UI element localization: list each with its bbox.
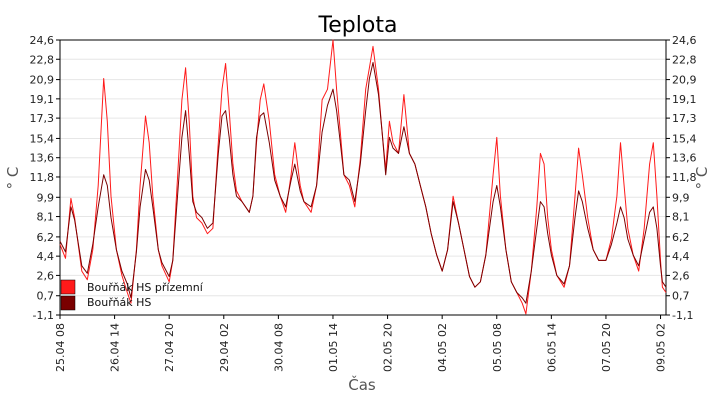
x-tick-label: 05.05 08 bbox=[491, 323, 504, 372]
legend-swatch-series-1 bbox=[60, 279, 76, 295]
y-tick-label-left: 9,9 bbox=[37, 191, 55, 204]
x-tick-label: 06.05 14 bbox=[545, 323, 558, 372]
y-tick-label-left: 11,8 bbox=[30, 171, 55, 184]
y-tick-label-right: 15,4 bbox=[672, 132, 697, 145]
y-tick-label-left: -1,1 bbox=[33, 309, 54, 322]
x-tick-label: 09.05 02 bbox=[655, 323, 668, 372]
y-tick-label-left: 13,6 bbox=[30, 152, 55, 165]
series-line-2 bbox=[59, 62, 667, 304]
y-tick-label-left: 6,2 bbox=[37, 231, 55, 244]
x-tick-label: 25.04 08 bbox=[54, 323, 67, 372]
y-tick-label-right: 17,3 bbox=[672, 112, 697, 125]
y-tick-label-right: 2,6 bbox=[672, 269, 690, 282]
y-tick-label-right: 22,8 bbox=[672, 53, 697, 66]
y-tick-label-right: 4,4 bbox=[672, 250, 690, 263]
y-tick-label-right: 6,2 bbox=[672, 231, 690, 244]
y-tick-label-left: 19,1 bbox=[30, 93, 55, 106]
legend-label-series-2: Bouřňák HS bbox=[87, 296, 151, 309]
chart-title: Teplota bbox=[318, 13, 398, 38]
x-tick-label: 29.04 02 bbox=[218, 323, 231, 372]
y-tick-label-right: 20,9 bbox=[672, 74, 697, 87]
axis-ticks: 24,6 24,6 22,8 22,8 20,9 20,9 19,1 19,1 17,3 17,3… bbox=[30, 34, 697, 372]
x-tick-label: 30.04 08 bbox=[272, 323, 285, 372]
y-tick-label-left: 0,7 bbox=[37, 290, 55, 303]
y-axis-title-right: ° C bbox=[693, 167, 711, 190]
x-tick-label: 26.04 14 bbox=[109, 323, 122, 372]
y-tick-label-right: 0,7 bbox=[672, 290, 690, 303]
x-tick-label: 07.05 20 bbox=[600, 323, 613, 372]
legend-label-series-1: Bouřňák HS přízemní bbox=[87, 281, 204, 294]
y-tick-label-right: 24,6 bbox=[672, 34, 697, 47]
x-axis-title: Čas bbox=[348, 375, 376, 394]
x-tick-label: 27.04 20 bbox=[163, 323, 176, 372]
y-tick-label-right: 11,8 bbox=[672, 171, 697, 184]
y-tick-label-left: 17,3 bbox=[30, 112, 55, 125]
y-tick-label-left: 2,6 bbox=[37, 269, 55, 282]
series-lines bbox=[59, 39, 667, 315]
y-tick-label-right: 8,1 bbox=[672, 211, 690, 224]
y-tick-label-left: 24,6 bbox=[30, 34, 55, 47]
legend-swatch-series-2 bbox=[60, 295, 76, 311]
x-tick-label: 04.05 02 bbox=[436, 323, 449, 372]
legend: Bouřňák HS přízemní Bouřňák HS bbox=[60, 279, 204, 311]
y-tick-label-right: -1,1 bbox=[672, 309, 693, 322]
x-tick-label: 02.05 20 bbox=[382, 323, 395, 372]
y-axis-title-left: ° C bbox=[4, 167, 22, 190]
y-tick-label-left: 22,8 bbox=[30, 53, 55, 66]
y-tick-label-left: 15,4 bbox=[30, 132, 55, 145]
y-tick-label-right: 19,1 bbox=[672, 93, 697, 106]
plot-frame bbox=[59, 39, 667, 316]
y-tick-label-left: 20,9 bbox=[30, 74, 55, 87]
y-tick-label-left: 4,4 bbox=[37, 250, 55, 263]
y-tick-label-left: 8,1 bbox=[37, 211, 55, 224]
y-tick-label-right: 13,6 bbox=[672, 152, 697, 165]
y-tick-label-right: 9,9 bbox=[672, 191, 690, 204]
grid-lines bbox=[60, 39, 666, 316]
x-tick-label: 01.05 14 bbox=[327, 323, 340, 372]
